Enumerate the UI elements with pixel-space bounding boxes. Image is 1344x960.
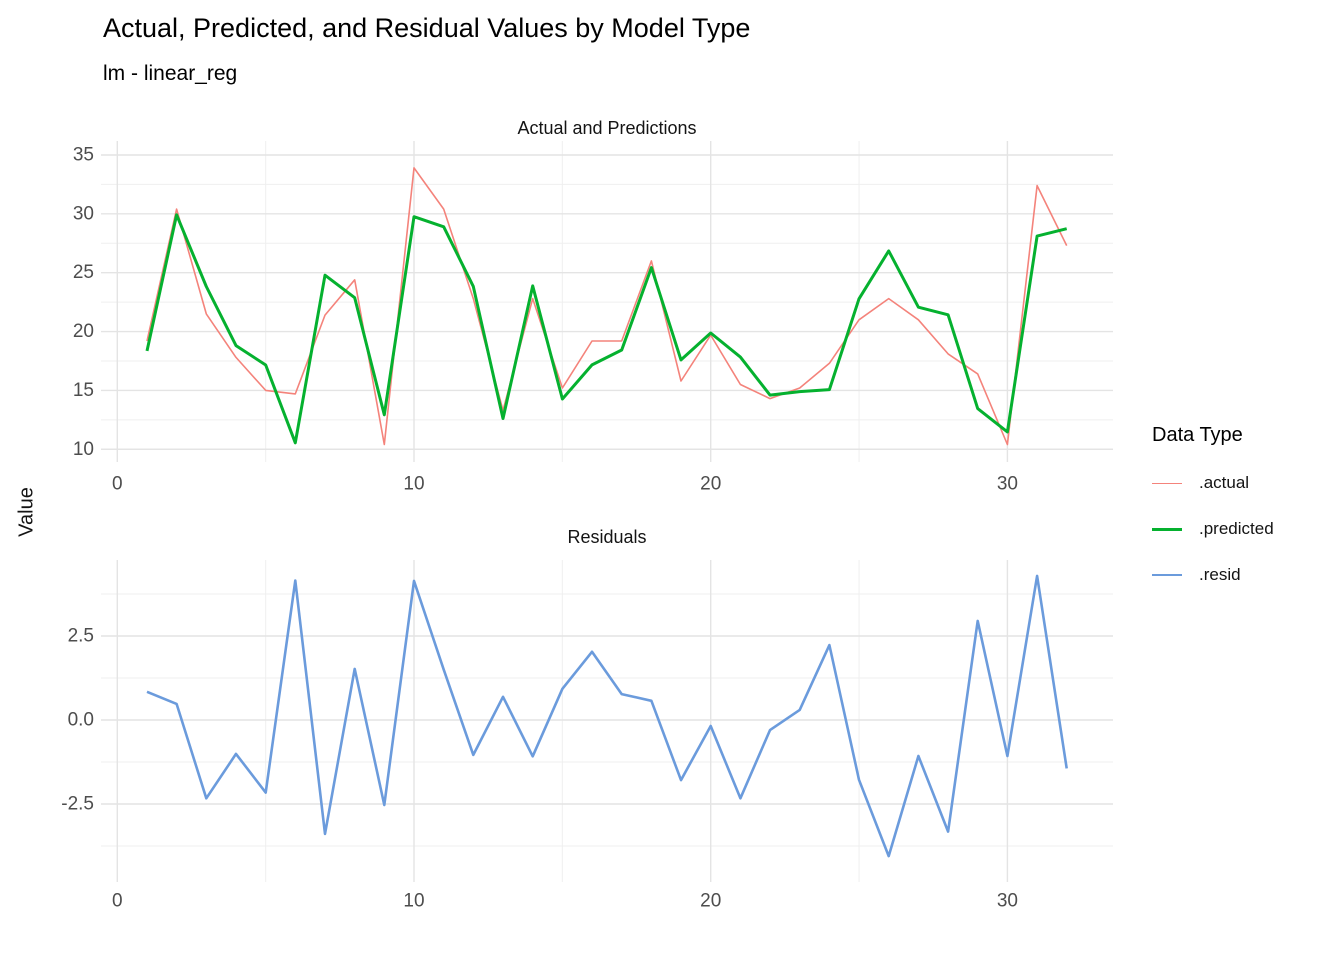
y-tick-label: 35 xyxy=(73,145,94,166)
resid-line-swatch xyxy=(1152,574,1182,576)
x-tick-label: 0 xyxy=(112,891,123,912)
legend: Data Type .actual .predicted .resid xyxy=(1152,424,1274,611)
resid-line xyxy=(146,574,1068,858)
panel-actual-predictions: 0 10 20 30 10 15 20 25 30 35 xyxy=(73,141,1113,495)
y-tick-label: 20 xyxy=(73,321,94,342)
x-tick-label: 10 xyxy=(403,474,424,495)
facet-title-residuals: Residuals xyxy=(567,527,647,547)
legend-item-actual: .actual xyxy=(1152,473,1274,493)
x-tick-label: 20 xyxy=(700,474,721,495)
x-tick-label: 10 xyxy=(403,891,424,912)
predicted-line xyxy=(145,213,1068,445)
y-tick-label: 25 xyxy=(73,262,94,283)
legend-label-resid: .resid xyxy=(1199,565,1241,584)
legend-label-predicted: .predicted xyxy=(1199,519,1274,538)
y-tick-label: 0.0 xyxy=(68,710,94,731)
legend-title: Data Type xyxy=(1152,424,1243,446)
actual-line xyxy=(146,167,1068,446)
y-tick-label: 15 xyxy=(73,380,94,401)
x-tick-label: 30 xyxy=(997,474,1018,495)
x-tick-label: 0 xyxy=(112,474,123,495)
y-tick-label: 10 xyxy=(73,439,94,460)
predicted-line-swatch xyxy=(1152,527,1182,531)
x-tick-label: 20 xyxy=(700,891,721,912)
y-tick-label: 30 xyxy=(73,203,94,224)
facet-title-actual-and-predictions: Actual and Predictions xyxy=(517,118,697,138)
actual-line-swatch xyxy=(1152,482,1182,484)
legend-item-predicted: .predicted xyxy=(1152,519,1274,539)
gridlines xyxy=(101,141,1113,462)
legend-item-resid: .resid xyxy=(1152,565,1274,585)
axis-labels: 0 10 20 30 10 15 20 25 30 35 xyxy=(73,145,1018,495)
gridlines xyxy=(101,560,1113,882)
plot-title: Actual, Predicted, and Residual Values b… xyxy=(103,13,751,43)
y-tick-label: -2.5 xyxy=(61,794,94,815)
x-tick-label: 30 xyxy=(997,891,1018,912)
axis-labels: 0 10 20 30 2.5 0.0 -2.5 xyxy=(61,626,1018,912)
y-tick-label: 2.5 xyxy=(68,626,94,647)
plot-subtitle: lm - linear_reg xyxy=(103,62,238,85)
panel-residuals: 0 10 20 30 2.5 0.0 -2.5 xyxy=(61,560,1113,912)
legend-label-actual: .actual xyxy=(1199,473,1250,492)
